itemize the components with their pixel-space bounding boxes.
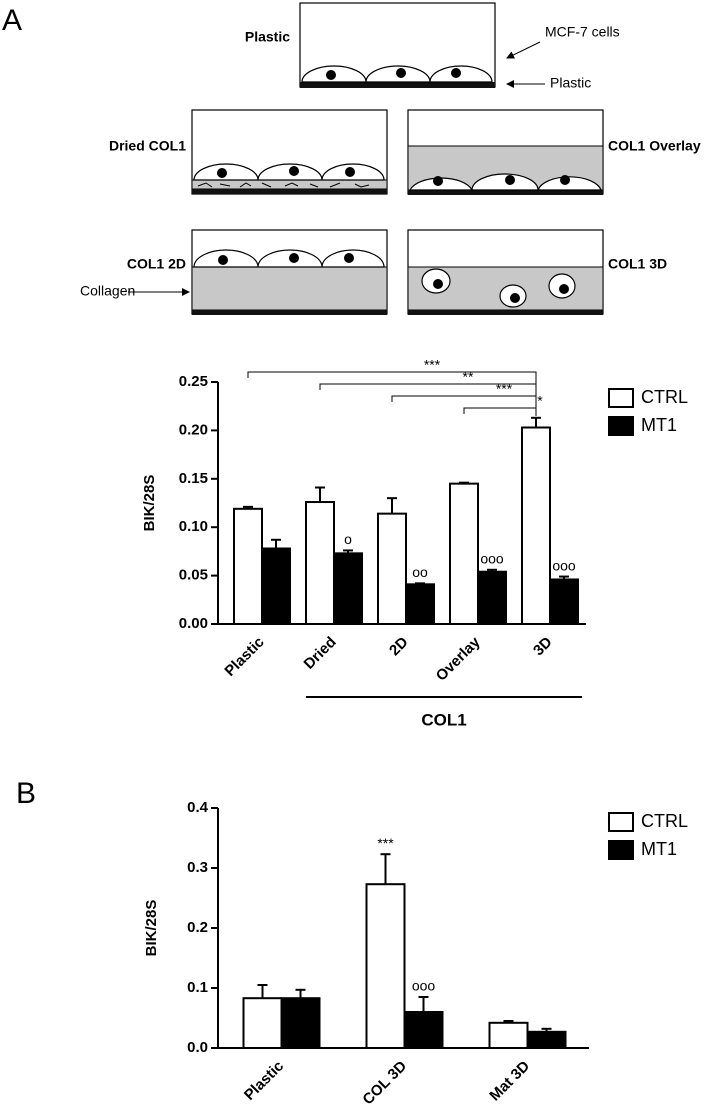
y-tick-label: 0.4 (187, 799, 209, 816)
base (192, 310, 387, 315)
x-tick-label: Dried (301, 634, 340, 673)
x-tick-label: COL 3D (359, 1057, 410, 1108)
nuclei (433, 175, 570, 186)
significance-bracket (247, 371, 537, 416)
significance-bracket (391, 395, 537, 416)
y-tick-label: 0.00 (179, 615, 208, 632)
nuclei (218, 253, 354, 265)
base (408, 190, 603, 195)
y-tick-label: 0.3 (187, 859, 208, 876)
x-tick-label: 2D (386, 634, 412, 660)
bar (365, 883, 406, 1050)
group-label: COL1 (421, 710, 466, 729)
collagen (191, 266, 388, 311)
annotation: oo (412, 564, 428, 580)
legend-swatch (608, 840, 634, 860)
bar (233, 507, 263, 626)
diagram-label: Plastic (550, 75, 591, 91)
cells (193, 163, 385, 181)
x-tick-label: 3D (530, 634, 556, 660)
legend-label: MT1 (641, 415, 677, 435)
annotation: ooo (552, 557, 576, 573)
x-tick-label: Mat 3D (486, 1058, 533, 1105)
x-tick-label: Overlay (433, 633, 484, 684)
bar (549, 578, 579, 625)
significance-label: *** (496, 381, 513, 397)
bar (242, 997, 283, 1050)
diagram-label: COL1 3D (608, 256, 667, 272)
y-tick-label: 0.10 (179, 518, 208, 535)
x-tick-label: Plastic (241, 1058, 287, 1104)
annotation: *** (377, 835, 394, 851)
cells (193, 249, 385, 268)
legend-label: MT1 (641, 839, 677, 859)
bar (280, 997, 321, 1050)
y-axis-label: BIK/28S (143, 900, 160, 957)
x-tick-label: Plastic (221, 634, 267, 680)
nuclei (326, 68, 461, 80)
y-tick-label: 0.0 (187, 1039, 208, 1056)
annotation: ooo (412, 978, 436, 994)
bar (526, 1030, 567, 1050)
legend-swatch (608, 812, 634, 832)
panel-label: A (2, 4, 22, 37)
diagram-label: Plastic (245, 29, 290, 45)
bar (333, 552, 363, 625)
base (300, 82, 495, 88)
arrow (506, 41, 541, 59)
y-axis-label: BIK/28S (141, 475, 158, 532)
significance-label: ** (463, 369, 474, 385)
base (408, 310, 603, 315)
bar (305, 501, 335, 626)
bar (377, 512, 407, 626)
legend-swatch (608, 388, 634, 408)
significance-label: * (537, 393, 543, 409)
y-tick-label: 0.2 (187, 919, 208, 936)
diagram-label: Collagen (80, 283, 135, 299)
bar (477, 570, 507, 626)
nuclei (217, 166, 355, 178)
legend-swatch (608, 416, 634, 436)
legend-label: CTRL (641, 811, 688, 831)
legend-label: CTRL (641, 387, 688, 407)
diagram-label: MCF-7 cells (545, 24, 620, 40)
bar (405, 583, 435, 626)
y-tick-label: 0.25 (179, 373, 208, 390)
bar (521, 426, 551, 625)
diagram-label: COL1 Overlay (608, 138, 701, 154)
annotation: o (344, 531, 352, 547)
y-tick-label: 0.15 (179, 470, 208, 487)
fibers (197, 182, 370, 188)
panel-label: B (16, 777, 36, 810)
bar (449, 482, 479, 626)
diagram: Plastic MCF-7 cells Plastic Dried COL1 C… (80, 2, 701, 315)
diagram-label: COL1 2D (127, 256, 186, 272)
annotation: ooo (480, 550, 504, 566)
diagram-label: Dried COL1 (109, 138, 186, 154)
significance-label: *** (424, 357, 441, 373)
bar (403, 1011, 444, 1049)
bar (261, 547, 291, 625)
y-tick-label: 0.1 (187, 979, 208, 996)
significance-bracket (463, 407, 537, 416)
y-tick-label: 0.05 (179, 567, 208, 584)
y-tick-label: 0.20 (179, 421, 208, 438)
nuclei (433, 279, 569, 303)
base (192, 189, 387, 194)
bar (488, 1021, 529, 1049)
